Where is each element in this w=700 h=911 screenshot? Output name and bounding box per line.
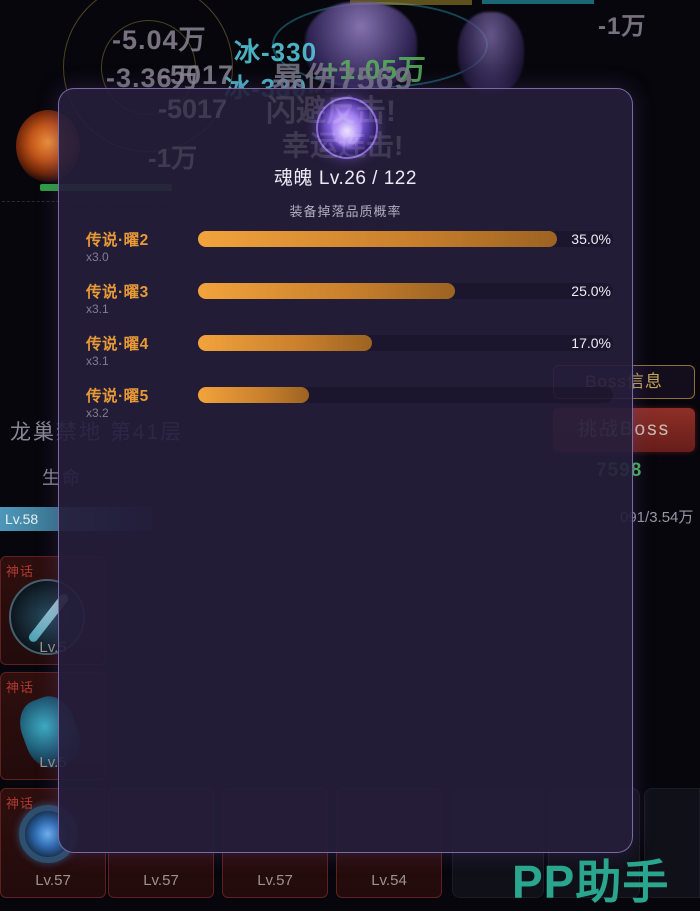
drop-rate-row: 传说·曜5 x3.2: [59, 379, 632, 425]
boss-sprite: [305, 2, 417, 90]
bar-fill: [198, 335, 372, 351]
bar-fill: [198, 387, 309, 403]
minion-sprite: [458, 12, 524, 94]
cast-bar: [482, 0, 594, 4]
quality-badge: 神话: [6, 680, 35, 695]
item-level: Lv.57: [143, 872, 179, 889]
item-level: Lv.57: [35, 872, 71, 889]
drop-rate-row: 传说·曜2 x3.0 35.0%: [59, 223, 632, 269]
bar-fill: [198, 283, 455, 299]
quality-badge: 神话: [6, 796, 35, 811]
empty-slot[interactable]: [644, 788, 700, 898]
percent-value: 17.0%: [571, 335, 611, 351]
multiplier-label: x3.1: [86, 354, 109, 368]
item-level: Lv.54: [371, 872, 407, 889]
progress-counter: 091/3.54万: [620, 509, 694, 526]
multiplier-label: x3.2: [86, 406, 109, 420]
rarity-label: 传说·曜4: [86, 336, 149, 353]
soul-orb-icon: [316, 97, 378, 159]
rarity-label: 传说·曜2: [86, 232, 149, 249]
quality-badge: 神话: [6, 564, 35, 579]
damage-number: -1万: [598, 13, 647, 40]
drop-rate-row: 传说·曜3 x3.1 25.0%: [59, 275, 632, 321]
soul-drop-rate-modal[interactable]: 魂魄 Lv.26 / 122 装备掉落品质概率 传说·曜2 x3.0 35.0%…: [58, 88, 633, 853]
pp-assistant-watermark: PP助手: [512, 856, 670, 908]
buff-text-fragment: [350, 0, 472, 5]
percent-value: 25.0%: [571, 283, 611, 299]
rarity-label: 传说·曜3: [86, 284, 149, 301]
multiplier-label: x3.0: [86, 250, 109, 264]
percent-value: 35.0%: [571, 231, 611, 247]
modal-subtitle: 装备掉落品质概率: [289, 204, 402, 219]
bar-fill: [198, 231, 557, 247]
item-level: Lv.57: [257, 872, 293, 889]
rarity-label: 传说·曜5: [86, 388, 149, 405]
drop-rate-row: 传说·曜4 x3.1 17.0%: [59, 327, 632, 373]
modal-title: 魂魄 Lv.26 / 122: [274, 168, 417, 189]
multiplier-label: x3.1: [86, 302, 109, 316]
